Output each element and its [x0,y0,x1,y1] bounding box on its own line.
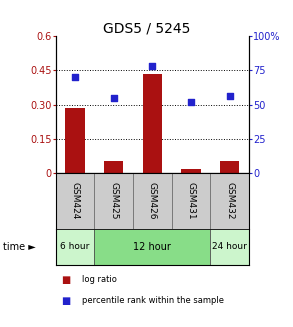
Text: GDS5 / 5245: GDS5 / 5245 [103,21,190,35]
Bar [181,169,201,173]
Point [111,95,116,100]
Text: ■: ■ [62,275,71,284]
Bar [210,173,249,229]
Text: 12 hour: 12 hour [133,242,171,252]
Text: percentile rank within the sample: percentile rank within the sample [82,296,224,305]
Text: ■: ■ [62,296,71,306]
Bar [104,162,123,173]
Text: GSM431: GSM431 [187,182,195,220]
Text: time ►: time ► [3,242,36,252]
Bar [94,229,210,265]
Text: GSM432: GSM432 [225,182,234,220]
Bar [56,229,94,265]
Text: 6 hour: 6 hour [60,242,90,251]
Bar [210,229,249,265]
Text: log ratio: log ratio [82,275,117,284]
Point [227,94,232,99]
Point [189,99,193,105]
Text: GSM426: GSM426 [148,182,157,220]
Bar [56,173,94,229]
Bar [143,74,162,173]
Bar [65,108,85,173]
Point [150,63,155,69]
Text: GSM425: GSM425 [109,182,118,220]
Bar [133,173,172,229]
Bar [94,173,133,229]
Point [73,75,77,80]
Bar [220,161,239,173]
Bar [172,173,210,229]
Text: 24 hour: 24 hour [212,242,247,251]
Text: GSM424: GSM424 [71,182,79,220]
